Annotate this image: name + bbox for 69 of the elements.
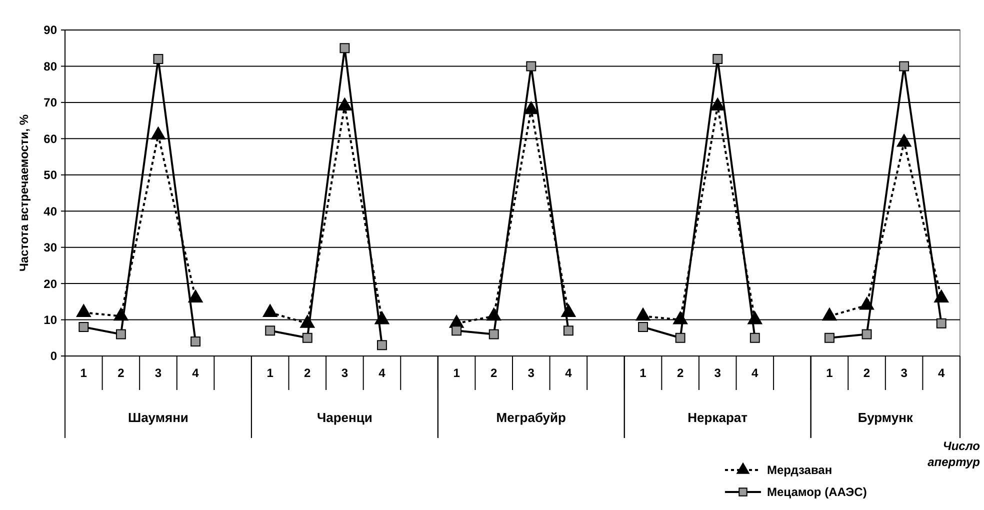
point [675,332,686,343]
point [452,326,462,336]
point [337,98,352,110]
point [563,326,574,336]
point [153,54,164,64]
x-tick-label: 1 [453,366,460,380]
x-tick-label: 1 [640,366,647,380]
point [116,329,126,340]
point [710,98,725,110]
text: Чаренци [317,410,372,425]
x-tick-label: 1 [80,366,88,380]
point [936,318,946,328]
x-tick-label: 2 [676,366,684,380]
y-tick-label: 50 [44,168,58,182]
x-tick-label: 3 [154,366,162,380]
point [824,332,834,343]
x-tick-label: 2 [490,366,498,380]
point [340,43,350,54]
point [262,304,278,317]
x-tick-label: 3 [900,366,908,380]
point [190,336,200,346]
x-tick-label: 3 [341,366,348,380]
point [862,329,872,340]
x-tick-label: 2 [863,366,870,380]
point [712,54,723,64]
y-axis-title: Частота встречаемости, % [17,114,31,272]
x-tick-label: 4 [378,366,386,380]
x-tick-label: 3 [528,366,535,380]
point [78,322,89,332]
y-tick-label: 0 [50,349,58,364]
x-tick-label: 3 [714,366,722,380]
point [302,332,312,343]
x-tick-label: 1 [826,366,834,380]
legend-label: Мецамор (ААЭС) [767,485,867,500]
x-tick-label: 4 [192,366,200,380]
text: Бурмунк [858,410,914,425]
x-tick-label: 2 [118,366,125,380]
x-tick-label: 2 [304,366,312,380]
point [188,290,203,302]
text: Неркарат [688,410,748,425]
y-tick-label: 30 [44,240,58,255]
point [638,322,648,332]
x-tick-label: 4 [752,366,759,380]
y-tick-label: 40 [44,204,58,218]
legend-label: Мердзаван [767,463,832,478]
x-tick-label: 4 [938,366,946,380]
y-tick-label: 20 [44,276,58,291]
point [488,329,499,340]
x-tick-label: 4 [565,366,572,380]
point [76,304,91,317]
point [377,340,387,350]
x-axis-title: Число апертур [928,439,980,469]
point [899,61,910,72]
y-tick-label: 80 [44,59,58,74]
point [896,134,912,147]
point [822,308,837,321]
x-tick-label: 1 [266,366,274,380]
y-tick-label: 90 [44,23,58,38]
point [526,61,536,72]
text: Меграбуйр [496,410,566,425]
point [636,308,650,321]
text: Шаумяни [128,410,188,425]
point [150,126,166,140]
point [524,101,538,114]
point [750,332,760,343]
y-tick-label: 70 [44,96,58,110]
y-tick-label: 60 [44,132,58,146]
y-tick-label: 10 [44,312,58,327]
point [265,326,276,336]
